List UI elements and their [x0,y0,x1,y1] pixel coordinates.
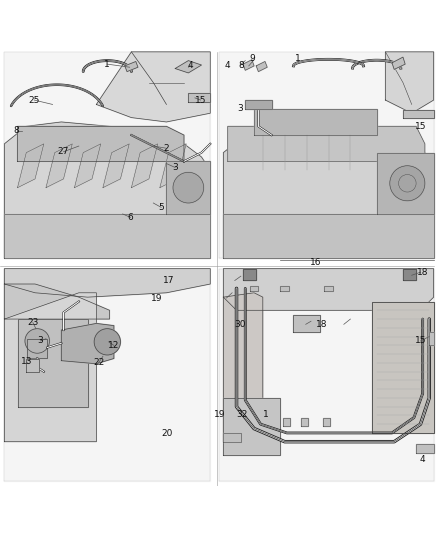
Text: 4: 4 [420,455,425,464]
Polygon shape [18,319,88,407]
Polygon shape [301,418,308,426]
Text: 5: 5 [158,203,164,212]
Text: 3: 3 [172,163,178,172]
Polygon shape [243,269,256,280]
Polygon shape [245,100,272,109]
Polygon shape [223,398,280,455]
Text: 15: 15 [415,336,426,345]
Polygon shape [175,61,201,73]
Polygon shape [324,286,333,290]
Polygon shape [4,284,109,319]
Polygon shape [283,418,290,426]
Polygon shape [392,57,405,69]
Polygon shape [250,286,258,290]
Polygon shape [223,214,434,258]
Text: 3: 3 [237,104,243,114]
Polygon shape [26,359,39,372]
Text: 27: 27 [58,147,69,156]
Text: 12: 12 [108,341,120,350]
Polygon shape [131,144,158,188]
Text: 32: 32 [236,410,247,419]
Text: 8: 8 [238,61,244,69]
Text: 19: 19 [214,410,226,419]
Text: 18: 18 [316,320,328,329]
Polygon shape [18,126,184,161]
Text: 22: 22 [93,358,104,367]
Text: 8: 8 [14,126,20,135]
Text: 30: 30 [234,320,246,329]
Circle shape [25,329,49,353]
Text: 2: 2 [164,144,169,153]
Polygon shape [256,61,267,71]
Polygon shape [74,144,101,188]
Circle shape [390,166,425,201]
Polygon shape [4,293,96,442]
Polygon shape [377,152,434,214]
Polygon shape [4,269,210,481]
Polygon shape [243,60,254,70]
Polygon shape [403,269,416,280]
Text: 13: 13 [21,358,32,367]
Text: 15: 15 [415,122,426,131]
Text: 19: 19 [151,294,162,303]
Text: 20: 20 [162,429,173,438]
Polygon shape [223,126,434,258]
Text: 6: 6 [127,213,134,222]
Text: 17: 17 [163,276,174,285]
Polygon shape [223,269,434,310]
Text: 15: 15 [195,95,206,104]
Polygon shape [188,93,210,102]
Text: 3: 3 [37,336,43,345]
Text: 25: 25 [28,96,40,106]
Polygon shape [223,293,263,442]
Text: 1: 1 [263,410,269,419]
Circle shape [173,172,204,203]
Polygon shape [96,52,210,122]
Polygon shape [254,109,377,135]
Text: 18: 18 [417,268,428,277]
Text: 1: 1 [104,60,110,69]
Polygon shape [293,314,320,332]
Polygon shape [4,122,210,258]
Polygon shape [228,126,425,161]
Polygon shape [103,144,129,188]
Polygon shape [125,61,138,71]
Polygon shape [403,110,434,118]
Polygon shape [160,144,186,188]
Polygon shape [429,332,434,345]
Polygon shape [46,144,72,188]
Polygon shape [4,269,210,297]
Polygon shape [223,433,241,442]
Polygon shape [416,444,434,453]
Polygon shape [4,52,210,258]
Circle shape [94,329,120,355]
Text: 9: 9 [249,54,255,63]
Polygon shape [280,286,289,290]
Polygon shape [4,214,210,258]
Polygon shape [18,144,44,188]
Text: 4: 4 [188,61,193,69]
Polygon shape [219,52,434,258]
Polygon shape [372,302,434,433]
Polygon shape [27,339,47,359]
Text: 4: 4 [225,61,230,69]
Polygon shape [219,269,434,481]
Polygon shape [166,161,210,214]
Text: 1: 1 [295,54,301,63]
Polygon shape [323,418,330,426]
Text: 16: 16 [310,259,321,268]
Polygon shape [385,52,434,113]
Text: 23: 23 [27,318,39,327]
Polygon shape [61,324,114,364]
